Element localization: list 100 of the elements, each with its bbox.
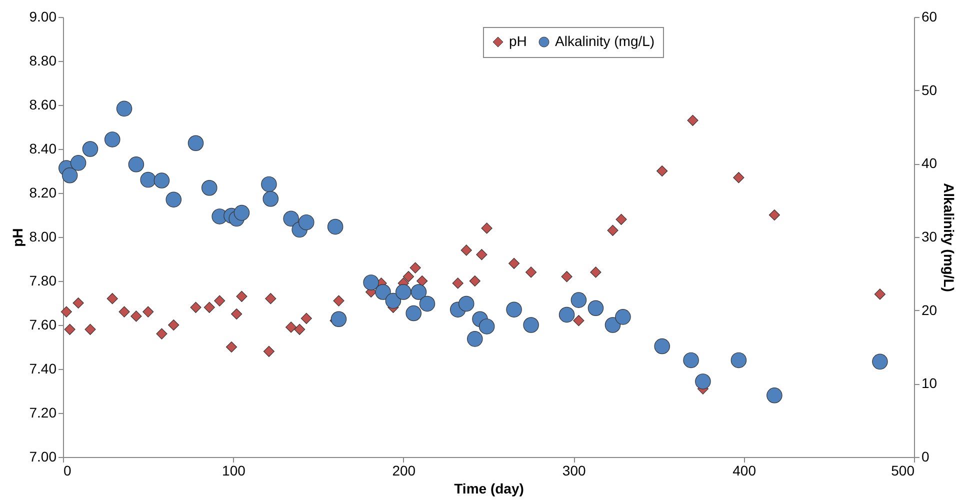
point [558,306,575,323]
y-tick-label: 7.80 [29,272,57,288]
y2-tick-label: 0 [922,448,930,464]
point [570,292,587,308]
point [476,249,488,260]
point [687,114,698,126]
point [262,191,279,207]
point [261,176,277,192]
point [768,209,780,221]
x-axis-title: Time (day) [454,480,524,496]
legend-label: pH [509,33,527,49]
point [396,284,412,300]
point [561,271,572,282]
y-tick-label: 8.00 [29,228,57,244]
x-tick-label: 200 [392,462,416,478]
y-tick-label: 8.80 [29,52,57,68]
point [874,288,886,300]
point [410,284,427,300]
point [234,204,250,221]
point [330,311,347,327]
y-tick-label: 9.00 [29,8,57,24]
y2-tick-label: 10 [922,375,938,392]
point [84,324,96,335]
y-tick-label: 7.20 [29,404,57,420]
point [416,275,428,287]
y-tick-label: 7.40 [29,360,57,376]
point [300,312,312,324]
x-tick-label: 300 [562,462,586,478]
point [452,278,464,289]
point [733,172,744,184]
point [231,308,242,320]
point [140,172,156,188]
point [156,328,168,340]
y-tick-label: 8.20 [29,184,57,200]
point [298,214,314,230]
point [263,346,274,357]
point [506,302,522,318]
y-tick-label: 8.60 [29,96,57,112]
y-tick-label: 7.00 [29,448,57,464]
point [654,338,670,354]
point [333,295,344,306]
x-tick-label: 500 [891,462,915,478]
point [616,214,627,225]
y2-tick-label: 40 [922,155,938,172]
point [62,168,78,184]
point [406,305,422,322]
point [872,354,888,370]
point [201,180,218,196]
point [154,172,170,188]
point [283,210,299,227]
y2-tick-label: 60 [922,8,938,24]
point [410,262,421,274]
point [467,331,483,347]
point [481,222,492,234]
point [104,132,120,148]
point [64,324,76,335]
y-axis-title: pH [9,228,26,247]
point [363,274,379,290]
point [294,324,306,335]
y2-tick-label: 20 [922,302,938,318]
point [478,318,495,334]
point [168,319,180,331]
point [656,165,668,177]
y-tick-label: 8.40 [29,140,57,156]
point [82,141,98,157]
point [327,218,344,235]
point [683,352,699,368]
point [265,293,276,304]
point [188,135,204,151]
point [226,341,238,353]
x-tick-label: 400 [732,462,756,478]
point [695,374,711,390]
point [469,275,480,287]
point [385,292,402,309]
point [70,155,86,171]
y2-axis-title: Alkalinity (mg/L) [941,183,958,292]
point [118,306,130,318]
point [588,300,604,316]
point [508,258,520,269]
y2-tick-label: 50 [922,82,938,98]
x-tick-label: 0 [64,462,72,478]
point [166,192,182,208]
point [523,317,539,333]
point [142,306,154,318]
point [607,224,618,236]
y-tick-label: 7.60 [29,316,57,332]
point [106,293,118,304]
point [190,302,202,313]
point [286,322,297,333]
point [615,309,631,325]
x-tick-label: 100 [222,462,246,478]
legend-label: Alkalinity (mg/L) [555,33,655,49]
point [375,284,391,300]
point [460,244,472,256]
point [236,290,248,302]
point [590,266,602,278]
point [766,388,782,404]
point [604,317,621,333]
point [419,296,436,312]
point [730,352,747,368]
